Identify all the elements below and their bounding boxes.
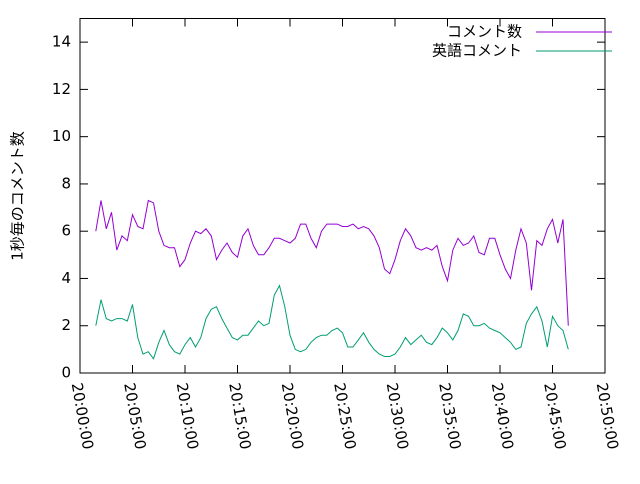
y-axis-label: 1秒毎のコメント数 bbox=[9, 131, 27, 261]
y-tick-label: 4 bbox=[61, 269, 71, 287]
x-tick-label: 20:00:00 bbox=[68, 381, 97, 450]
x-tick-label: 20:20:00 bbox=[278, 381, 307, 450]
x-tick-label: 20:35:00 bbox=[435, 381, 464, 450]
y-tick-label: 6 bbox=[61, 222, 71, 240]
x-tick-label: 20:50:00 bbox=[593, 381, 622, 450]
y-tick-label: 14 bbox=[52, 33, 71, 51]
x-tick-label: 20:40:00 bbox=[488, 381, 517, 450]
y-tick-label: 2 bbox=[61, 316, 71, 334]
x-tick-label: 20:45:00 bbox=[540, 381, 569, 450]
plot-frame bbox=[79, 18, 606, 374]
series-line bbox=[95, 284, 569, 360]
x-tick-label: 20:25:00 bbox=[330, 381, 359, 450]
x-tick-label: 20:05:00 bbox=[120, 381, 149, 450]
x-tick-label: 20:10:00 bbox=[173, 381, 202, 450]
y-tick-label: 12 bbox=[52, 80, 71, 98]
y-tick-label: 10 bbox=[52, 127, 71, 145]
legend-label: 英語コメント bbox=[432, 42, 522, 60]
y-tick-label: 8 bbox=[61, 174, 71, 192]
x-tick-label: 20:30:00 bbox=[383, 381, 412, 450]
series-line bbox=[95, 199, 569, 326]
legend-label: コメント数 bbox=[447, 23, 522, 41]
y-tick-label: 0 bbox=[61, 364, 71, 382]
x-tick-label: 20:15:00 bbox=[225, 381, 254, 450]
